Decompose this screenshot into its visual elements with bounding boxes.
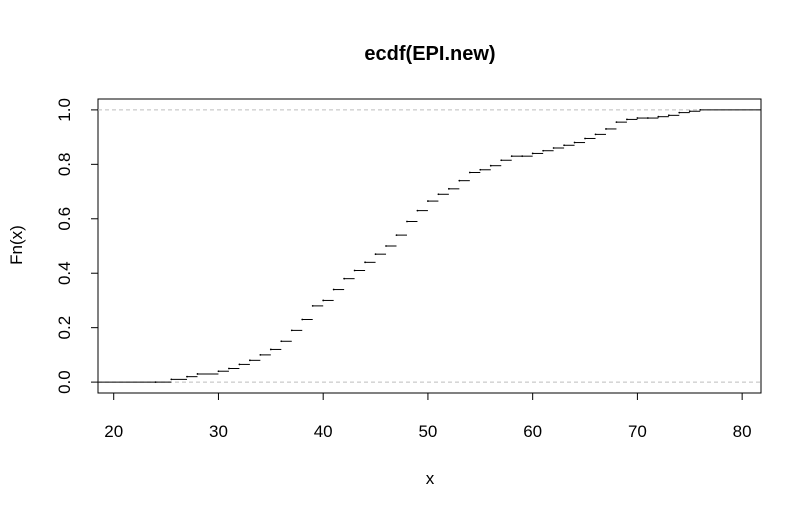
ecdf-point: [290, 329, 293, 332]
ecdf-point: [615, 121, 618, 124]
x-tick-label: 20: [104, 422, 123, 441]
ecdf-series: [98, 108, 761, 384]
ecdf-point: [353, 269, 356, 272]
y-tick-label: 0.0: [55, 370, 74, 394]
y-tick-label: 0.6: [55, 207, 74, 231]
ecdf-point: [657, 115, 660, 118]
y-axis-label: Fn(x): [7, 225, 26, 265]
ecdf-point: [269, 348, 272, 351]
ecdf-point: [427, 200, 429, 202]
x-tick-label: 50: [418, 422, 437, 441]
ecdf-point: [186, 375, 188, 378]
ecdf-point: [699, 108, 702, 111]
ecdf-point: [343, 277, 346, 280]
x-tick-label: 80: [733, 422, 752, 441]
ecdf-point: [228, 367, 230, 370]
ecdf-point: [605, 128, 607, 130]
y-tick-label: 0.8: [55, 153, 74, 177]
ecdf-point: [322, 299, 325, 302]
ecdf-point: [573, 141, 576, 144]
x-tick-label: 30: [209, 422, 228, 441]
ecdf-point: [667, 114, 670, 117]
ecdf-point: [447, 187, 450, 190]
y-axis: 0.0 0.2 0.4 0.6 0.8 1.0: [55, 98, 98, 394]
ecdf-point: [489, 164, 492, 167]
y-tick-label: 1.0: [55, 98, 74, 122]
ecdf-point: [678, 111, 681, 114]
ecdf-point: [542, 149, 545, 152]
ecdf-point: [259, 353, 262, 356]
y-tick-label: 0.2: [55, 316, 74, 340]
ecdf-point: [584, 137, 586, 140]
ecdf-point: [500, 159, 503, 162]
ecdf-point: [510, 155, 513, 158]
ecdf-point: [364, 261, 366, 264]
ecdf-point: [521, 155, 524, 158]
ecdf-point: [395, 234, 398, 237]
ecdf-point: [437, 193, 440, 196]
ecdf-point: [594, 133, 597, 136]
x-tick-label: 70: [628, 422, 647, 441]
ecdf-point: [374, 253, 377, 256]
ecdf-point: [531, 152, 534, 155]
ecdf-point: [479, 168, 482, 171]
y-tick-label: 0.4: [55, 261, 74, 285]
ecdf-point: [688, 110, 691, 113]
x-tick-label: 60: [523, 422, 542, 441]
ecdf-point: [468, 171, 471, 174]
x-axis-label: x: [426, 469, 435, 488]
ecdf-point: [217, 370, 220, 373]
ecdf-point: [332, 288, 335, 291]
ecdf-point: [636, 117, 639, 119]
ecdf-point: [170, 378, 173, 381]
ecdf-point: [646, 117, 649, 119]
ecdf-point: [458, 179, 461, 182]
reference-lines: [98, 109, 761, 383]
ecdf-point: [406, 220, 408, 223]
ecdf-point: [552, 147, 555, 149]
ecdf-point: [280, 340, 283, 343]
ecdf-point: [248, 359, 251, 362]
ecdf-point: [626, 118, 628, 121]
ecdf-point: [385, 245, 387, 247]
ecdf-point: [196, 373, 199, 375]
ecdf-point: [301, 318, 304, 321]
ecdf-point: [238, 363, 241, 366]
ecdf-point: [416, 209, 419, 212]
ecdf-point: [563, 144, 565, 147]
ecdf-point: [154, 381, 157, 384]
chart-title: ecdf(EPI.new): [364, 43, 495, 65]
plot-frame: [97, 98, 762, 394]
x-axis: 20 30 40 50 60 70 80: [104, 393, 752, 441]
ecdf-point: [311, 304, 314, 307]
x-tick-label: 40: [314, 422, 333, 441]
